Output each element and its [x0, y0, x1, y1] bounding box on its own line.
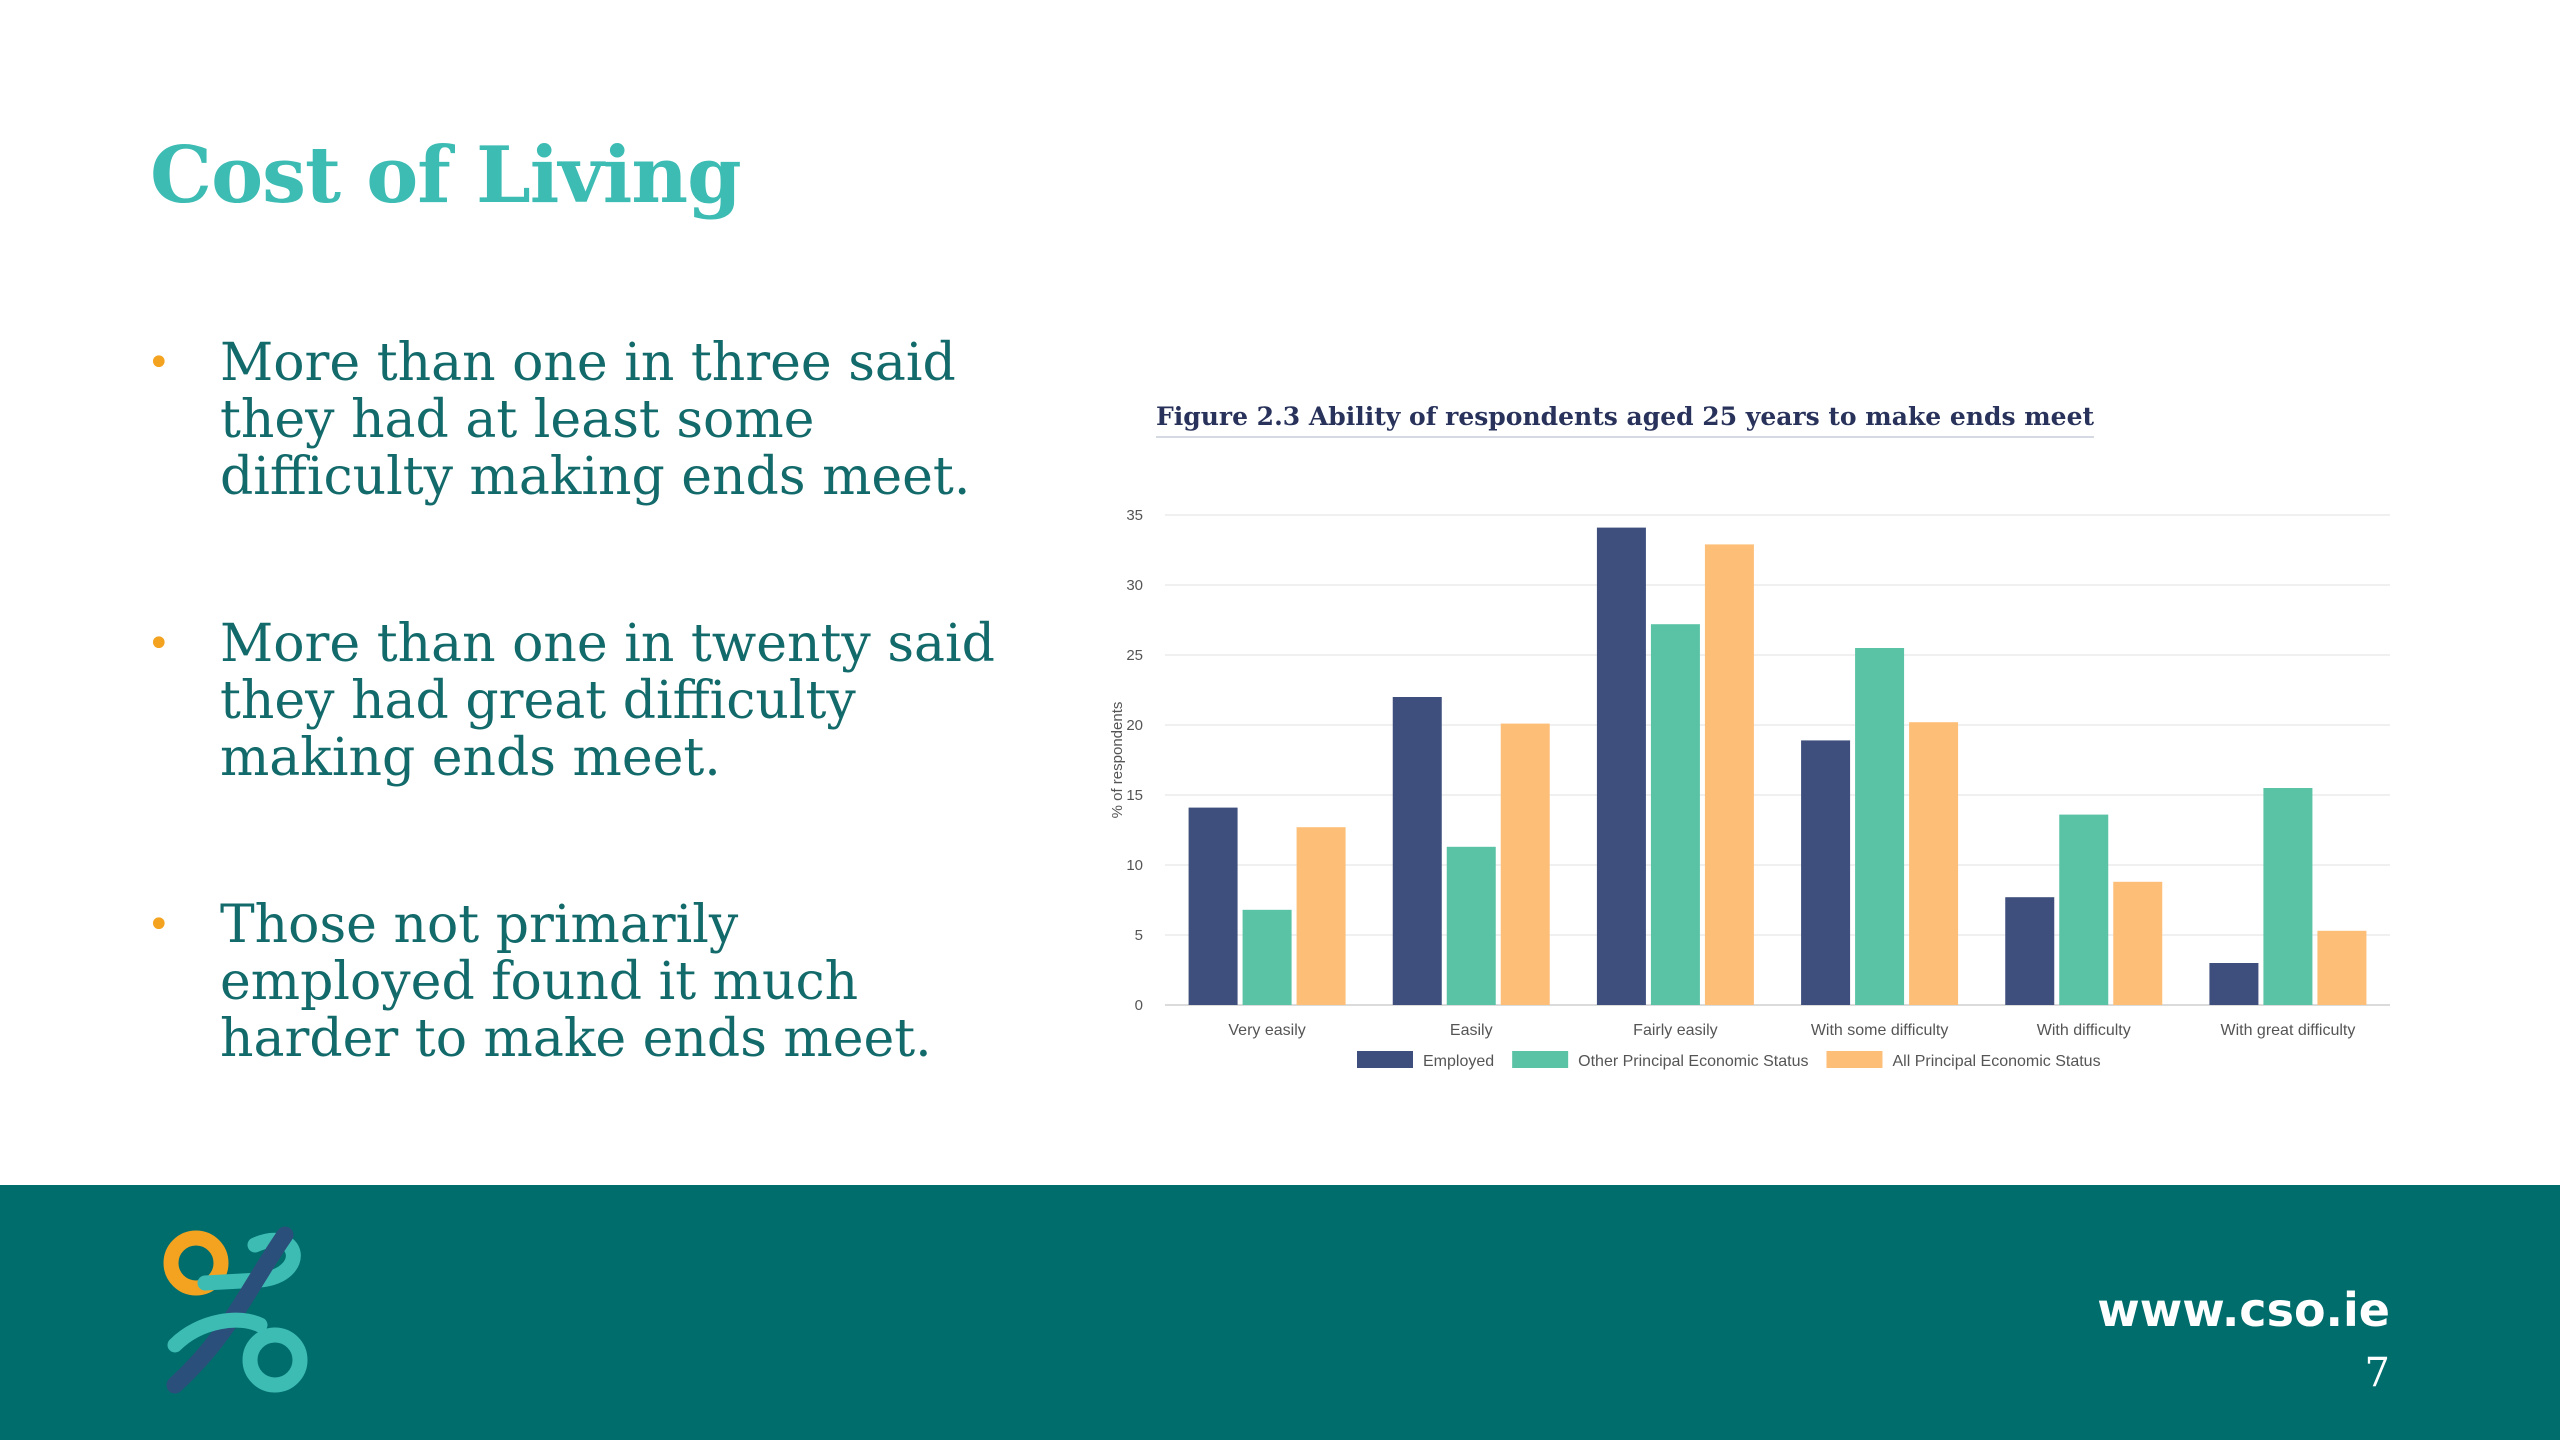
bar — [2317, 930, 2367, 1005]
y-axis-label: % of respondents — [1109, 702, 1126, 819]
y-tick-label: 25 — [1126, 647, 1143, 664]
bar — [1909, 722, 1959, 1005]
bullet-dot-icon: • — [147, 902, 171, 948]
bar — [2113, 881, 2163, 1005]
x-tick-label: With some difficulty — [1811, 1022, 1949, 1039]
bar — [2059, 814, 2109, 1005]
y-tick-label: 10 — [1126, 857, 1143, 874]
bullet-item: • Those not primarily employed found it … — [145, 897, 1005, 1068]
legend-swatch — [1826, 1051, 1883, 1068]
bar — [1392, 697, 1442, 1005]
y-tick-label: 0 — [1135, 997, 1143, 1014]
bar — [1296, 827, 1346, 1005]
legend-label: Other Principal Economic Status — [1578, 1053, 1808, 1070]
bullet-item: • More than one in three said they had a… — [145, 335, 1005, 506]
x-tick-label: With great difficulty — [2220, 1022, 2355, 1039]
chart-title-wrap: Figure 2.3 Ability of respondents aged 2… — [1156, 402, 2095, 438]
y-tick-label: 30 — [1126, 577, 1143, 594]
bar — [1596, 527, 1646, 1005]
legend-label: All Principal Economic Status — [1892, 1053, 2100, 1070]
bar — [1801, 740, 1851, 1005]
legend-swatch — [1357, 1051, 1413, 1068]
legend-label: Employed — [1423, 1053, 1494, 1070]
x-tick-label: Very easily — [1228, 1022, 1305, 1039]
bar — [2005, 897, 2055, 1005]
y-tick-label: 35 — [1126, 507, 1143, 524]
bar — [1704, 544, 1754, 1005]
bar — [1650, 624, 1700, 1005]
bar — [1446, 846, 1496, 1005]
y-tick-label: 15 — [1126, 787, 1143, 804]
slide-title: Cost of Living — [150, 130, 742, 221]
x-tick-label: With difficulty — [2037, 1022, 2131, 1039]
y-tick-label: 5 — [1135, 927, 1143, 944]
page-number: 7 — [2364, 1350, 2390, 1396]
bar — [1500, 723, 1550, 1005]
bullet-text: Those not primarily employed found it mu… — [220, 895, 932, 1069]
bullet-list: • More than one in three said they had a… — [145, 335, 1005, 1178]
bar — [1242, 909, 1292, 1005]
bullet-item: • More than one in twenty said they had … — [145, 616, 1005, 787]
bullet-text: More than one in three said they had at … — [220, 333, 971, 507]
bar — [1188, 807, 1238, 1005]
footer-url[interactable]: www.cso.ie — [2097, 1283, 2390, 1337]
cso-logo-icon — [163, 1226, 308, 1394]
footer: www.cso.ie 7 — [0, 1185, 2560, 1440]
legend-swatch — [1512, 1051, 1569, 1068]
bullet-dot-icon: • — [147, 621, 171, 667]
bullet-dot-icon: • — [147, 340, 171, 386]
chart-title: Figure 2.3 Ability of respondents aged 2… — [1156, 402, 2095, 431]
bar — [2263, 788, 2313, 1005]
chart-area: Figure 2.3 Ability of respondents aged 2… — [1100, 380, 2420, 1100]
x-tick-label: Fairly easily — [1633, 1022, 1717, 1039]
bar — [2209, 963, 2259, 1005]
bar-chart: 0 5 10 15 20 25 30 35 % of respondents Very easil… — [1109, 507, 2390, 1070]
x-tick-label: Easily — [1450, 1022, 1493, 1039]
y-tick-label: 20 — [1126, 717, 1143, 734]
bar — [1855, 648, 1905, 1005]
bullet-text: More than one in twenty said they had gr… — [220, 614, 995, 788]
